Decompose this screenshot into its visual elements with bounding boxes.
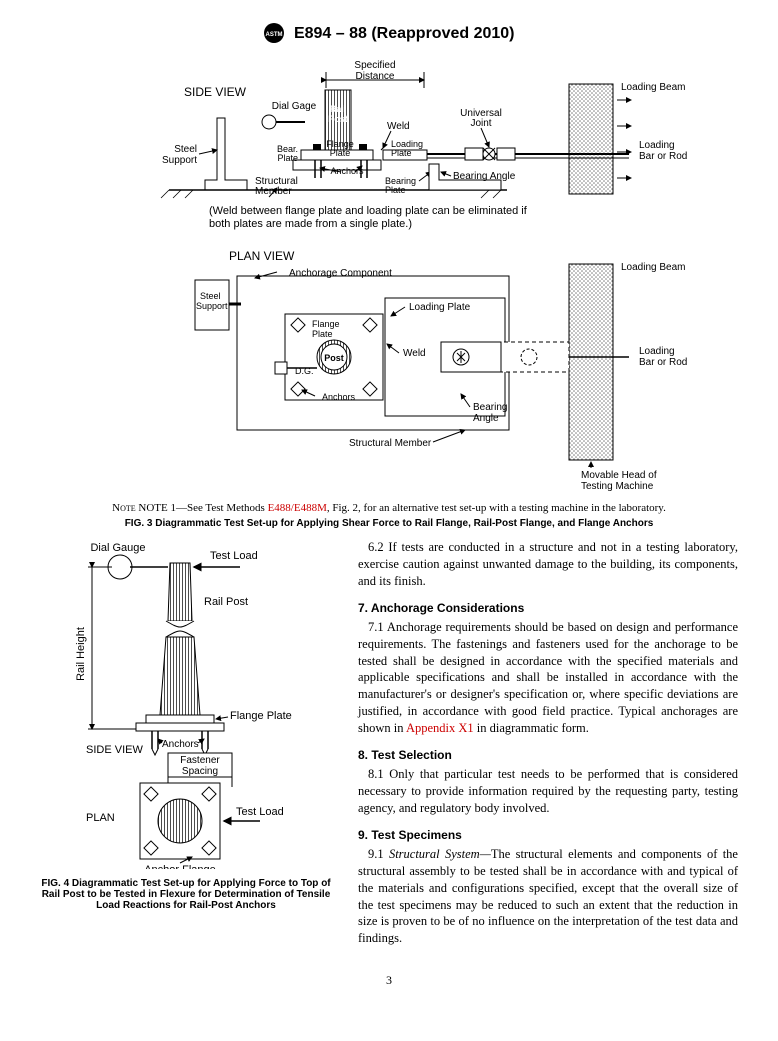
svg-text:(Weld between flange plate and: (Weld between flange plate and loading p… xyxy=(209,205,528,217)
svg-text:both plates are made from a si: both plates are made from a single plate… xyxy=(209,218,412,230)
svg-text:Test Load: Test Load xyxy=(210,550,258,562)
svg-text:Loading: Loading xyxy=(639,140,675,151)
svg-text:Post: Post xyxy=(324,353,344,363)
svg-text:Support: Support xyxy=(162,155,197,166)
page-number: 3 xyxy=(40,973,738,988)
svg-text:Plate: Plate xyxy=(312,329,333,339)
document-header: ASTM E894 – 88 (Reapproved 2010) xyxy=(40,22,738,44)
svg-text:Rail: Rail xyxy=(330,104,347,114)
svg-text:Loading Beam: Loading Beam xyxy=(621,82,686,93)
svg-text:Rail Height: Rail Height xyxy=(75,627,87,681)
side-view-label: SIDE VIEW xyxy=(184,85,247,99)
svg-text:PLAN VIEW: PLAN VIEW xyxy=(229,249,295,263)
svg-text:Fastener: Fastener xyxy=(180,755,220,766)
svg-text:Structural Member: Structural Member xyxy=(349,438,432,449)
svg-text:Plate: Plate xyxy=(385,185,406,195)
figure-3: SIDE VIEW Specified Distance Loading Bea… xyxy=(40,54,738,529)
svg-text:Bar or Rod: Bar or Rod xyxy=(639,357,687,368)
svg-text:Plate: Plate xyxy=(277,153,298,163)
svg-text:Test Load: Test Load xyxy=(236,806,284,818)
svg-text:Anchor Flange: Anchor Flange xyxy=(144,864,216,869)
svg-text:Anchors: Anchors xyxy=(162,739,199,750)
svg-text:Joint: Joint xyxy=(470,118,491,129)
figure-4-caption: FIG. 4 Diagrammatic Test Set-up for Appl… xyxy=(40,878,332,911)
svg-text:Bearing: Bearing xyxy=(473,402,507,413)
heading-8: 8. Test Selection xyxy=(358,747,738,763)
svg-text:Rail Post: Rail Post xyxy=(204,596,248,608)
svg-text:Dial Gage: Dial Gage xyxy=(272,101,317,112)
svg-text:Weld: Weld xyxy=(387,121,410,132)
svg-text:Bar or Rod: Bar or Rod xyxy=(639,151,687,162)
svg-text:Steel: Steel xyxy=(174,144,197,155)
svg-text:Angle: Angle xyxy=(473,413,499,424)
heading-7: 7. Anchorage Considerations xyxy=(358,600,738,616)
figure-4: Dial Gauge Test Load Rail Post Rail H xyxy=(40,539,332,953)
svg-text:Bearing Angle: Bearing Angle xyxy=(453,171,516,182)
svg-text:Movable Head of: Movable Head of xyxy=(581,470,657,481)
body-text: 6.2 If tests are conducted in a structur… xyxy=(358,539,738,953)
svg-text:SIDE VIEW: SIDE VIEW xyxy=(86,744,143,756)
para-6-2: 6.2 If tests are conducted in a structur… xyxy=(358,539,738,590)
svg-text:Loading Beam: Loading Beam xyxy=(621,262,686,273)
designation: E894 – 88 (Reapproved 2010) xyxy=(294,25,515,42)
svg-text:Flange: Flange xyxy=(312,319,340,329)
svg-text:Plate: Plate xyxy=(391,148,412,158)
svg-text:Post: Post xyxy=(328,114,348,124)
svg-text:Support: Support xyxy=(196,301,228,311)
para-9-1: 9.1 Structural System—The structural ele… xyxy=(358,846,738,947)
svg-text:Loading Plate: Loading Plate xyxy=(409,302,471,313)
svg-text:Testing Machine: Testing Machine xyxy=(581,481,654,492)
svg-text:Weld: Weld xyxy=(403,348,426,359)
svg-text:ASTM: ASTM xyxy=(266,32,283,38)
svg-text:Anchors: Anchors xyxy=(322,392,356,402)
svg-text:Plate: Plate xyxy=(330,148,351,158)
svg-text:Loading: Loading xyxy=(639,346,675,357)
heading-9: 9. Test Specimens xyxy=(358,827,738,843)
svg-text:Steel: Steel xyxy=(200,291,221,301)
svg-text:Specified: Specified xyxy=(354,60,395,71)
para-8-1: 8.1 Only that particular test needs to b… xyxy=(358,766,738,817)
svg-text:Spacing: Spacing xyxy=(182,766,218,777)
svg-text:PLAN: PLAN xyxy=(86,812,115,824)
figure-3-note: Note NOTE 1—See Test Methods E488/E488M,… xyxy=(40,502,738,514)
svg-text:Anchorage Component: Anchorage Component xyxy=(289,268,392,279)
ref-link-e488[interactable]: E488/E488M xyxy=(268,502,327,514)
para-7-1: 7.1 Anchorage requirements should be bas… xyxy=(358,619,738,737)
svg-text:Flange Plate: Flange Plate xyxy=(230,710,292,722)
svg-text:Distance: Distance xyxy=(356,71,395,82)
appendix-x1-link[interactable]: Appendix X1 xyxy=(406,721,474,735)
figure-3-caption: FIG. 3 Diagrammatic Test Set-up for Appl… xyxy=(40,518,738,529)
svg-text:Dial Gauge: Dial Gauge xyxy=(90,542,145,554)
